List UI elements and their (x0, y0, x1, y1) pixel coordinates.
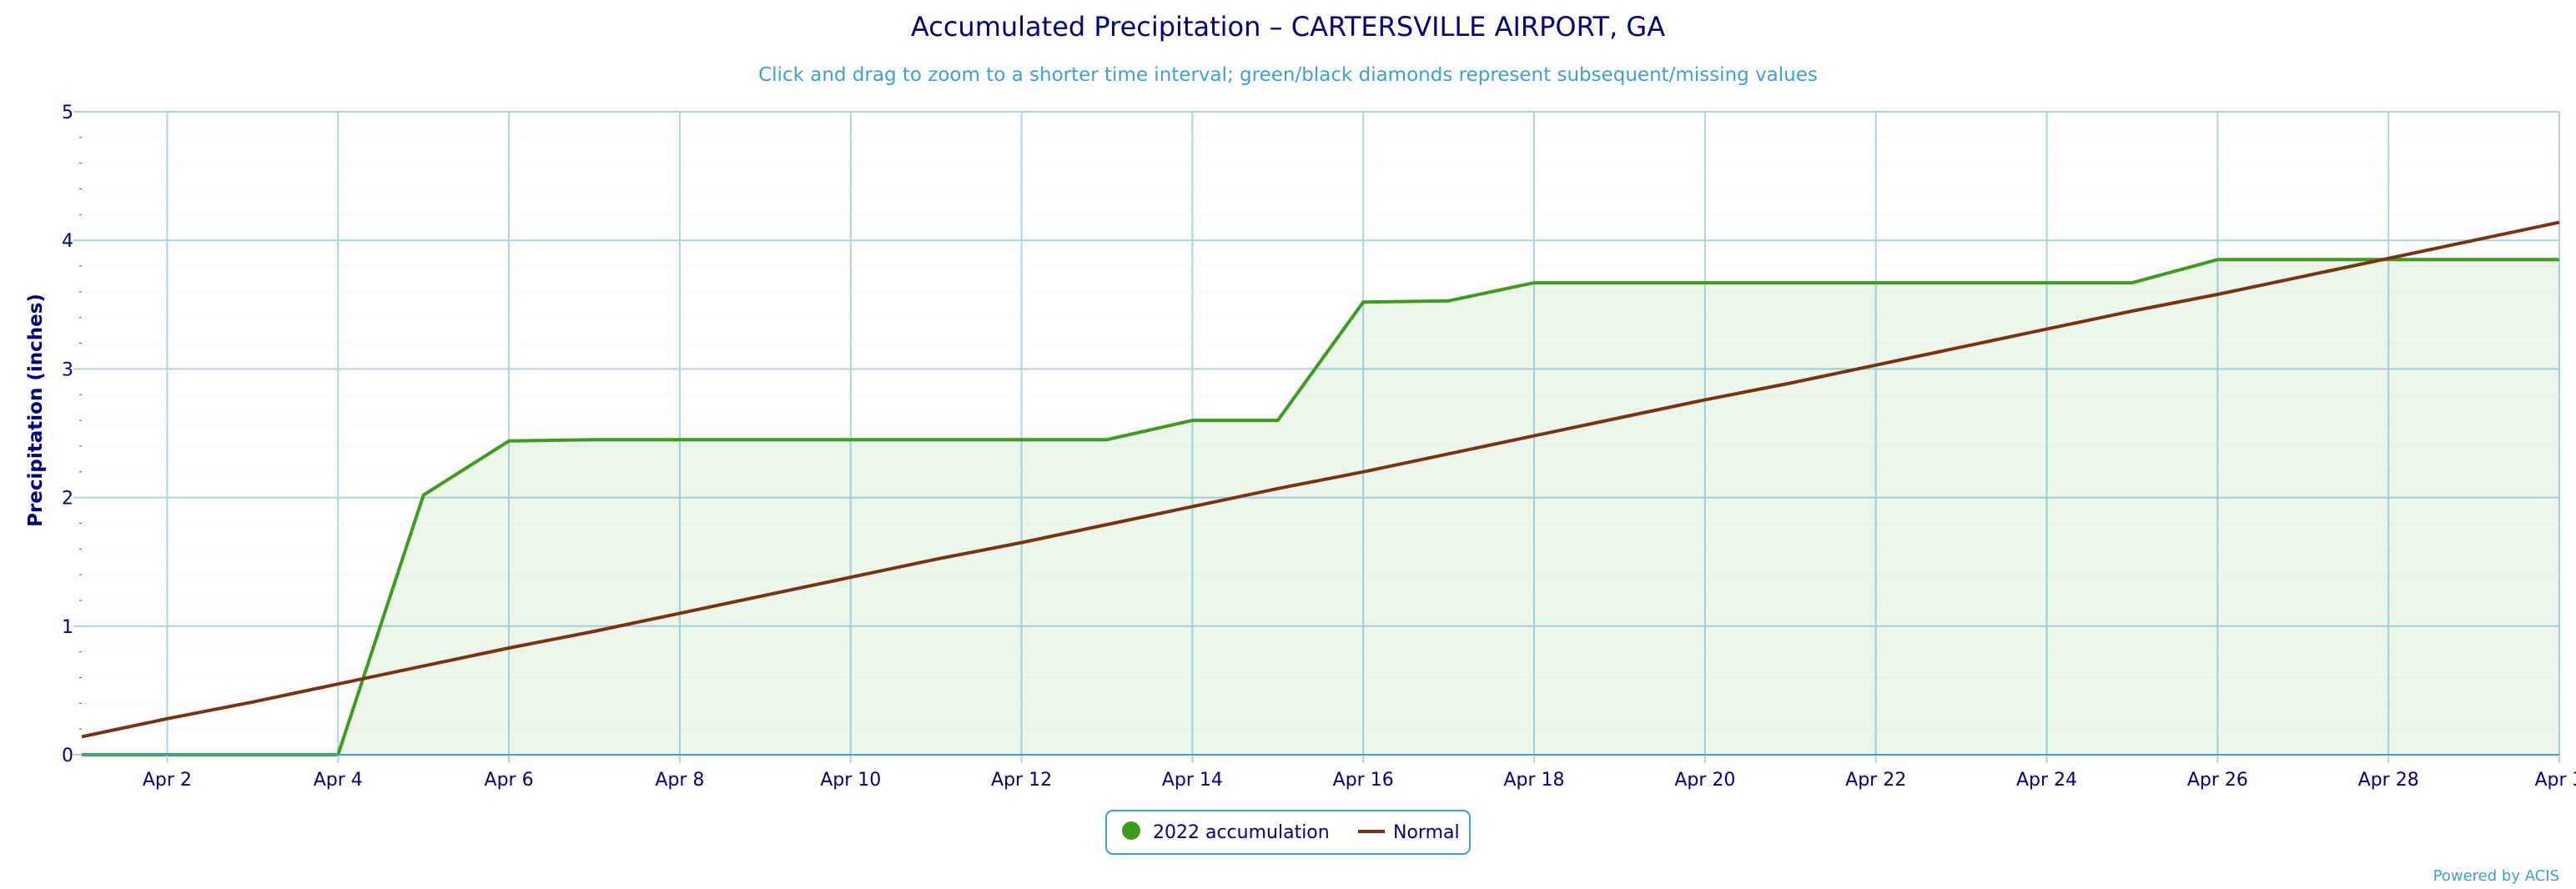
x-tick-label: Apr 24 (2016, 770, 2077, 791)
legend-item-2022-accumulation[interactable]: 2022 accumulation (1122, 821, 1330, 843)
accumulation-area (82, 259, 2559, 755)
legend-label-2022-accumulation: 2022 accumulation (1153, 822, 1330, 843)
x-tick-label: Apr 26 (2187, 770, 2248, 791)
legend-box (1105, 810, 1471, 855)
legend-item-normal[interactable]: Normal (1358, 822, 1460, 843)
x-tick-label: Apr 22 (1845, 770, 1906, 791)
x-tick-label: Apr 12 (991, 770, 1052, 791)
y-tick-label: 4 (62, 231, 73, 252)
x-tick-label: Apr 16 (1333, 770, 1394, 791)
x-tick-label: Apr 20 (1674, 770, 1735, 791)
x-tick-label: Apr 28 (2358, 770, 2419, 791)
x-tick-label: Apr 4 (314, 770, 363, 791)
chart-subtitle: Click and drag to zoom to a shorter time… (758, 64, 1818, 86)
credit-link[interactable]: Powered by ACIS (2433, 867, 2559, 885)
series-line-2022-accumulation[interactable] (82, 258, 2559, 756)
y-tick-label: 3 (62, 359, 73, 380)
chart-title: Accumulated Precipitation – CARTERSVILLE… (911, 11, 1665, 43)
legend: 2022 accumulation Normal (1105, 810, 1471, 855)
y-tick-label: 0 (62, 746, 73, 766)
y-axis: 0 1 2 3 4 5 (62, 103, 82, 766)
y-tick-label: 5 (62, 103, 73, 123)
x-tick-label: Apr 10 (820, 770, 881, 791)
y-axis-label: Precipitation (inches) (25, 294, 47, 527)
series-line-normal[interactable] (81, 220, 2560, 739)
legend-label-normal: Normal (1393, 822, 1460, 843)
legend-marker-2022-accumulation (1122, 821, 1140, 840)
y-tick-label: 2 (62, 489, 73, 510)
x-tick-label: Apr 6 (485, 770, 534, 791)
x-axis: Apr 2 Apr 4 Apr 6 Apr 8 Apr 10 Apr 12 Apr 14 Ap… (82, 754, 2576, 791)
y-tick-label: 1 (62, 617, 73, 638)
x-tick-label: Apr 14 (1162, 770, 1223, 791)
x-tick-label: Apr 2 (143, 770, 192, 791)
x-tick-label: Apr 3 (2534, 770, 2576, 791)
grid-lines (82, 111, 2560, 756)
x-tick-label: Apr 8 (655, 770, 704, 791)
x-tick-label: Apr 18 (1504, 770, 1565, 791)
